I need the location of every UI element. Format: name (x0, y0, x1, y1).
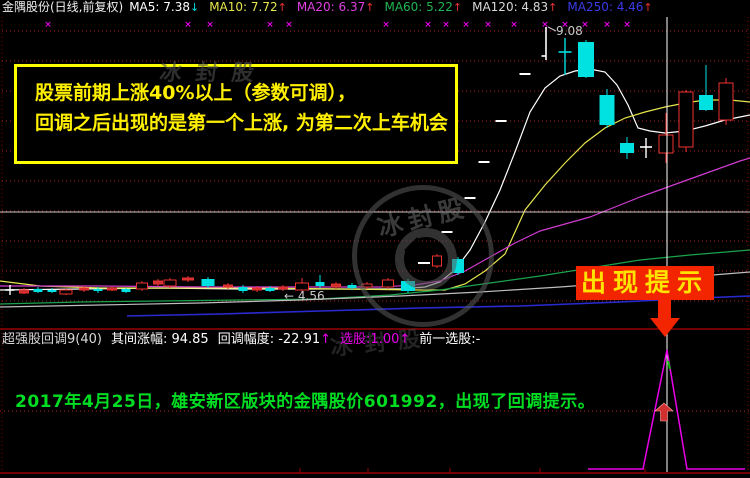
candle-down (699, 95, 713, 110)
indicator-arrow-icon: ↑ (399, 332, 411, 347)
indicator-stat: 选股:1.00↑ (340, 332, 411, 347)
ma-label: MA120: 4.83↑ (472, 0, 558, 14)
candle-down (33, 289, 43, 292)
signal-marker-x: × (581, 20, 589, 30)
candle-up (153, 280, 163, 285)
candle-down (599, 95, 615, 125)
bottom-note-text: 2017年4月25日，雄安新区版块的金隅股价601992，出现了回调提示。 (15, 392, 596, 412)
candle-up (107, 287, 117, 291)
signal-marker-x: × (206, 20, 214, 30)
ma-label: MA5: 7.38↓ (129, 0, 200, 14)
signal-marker-x: × (266, 20, 274, 30)
ma-line-ma60 (0, 249, 750, 305)
signal-marker-x: × (382, 20, 390, 30)
candle-up (361, 283, 373, 288)
signal-marker-x: × (442, 20, 450, 30)
candle-down (347, 285, 357, 288)
candle-down (401, 281, 415, 291)
chart-header-bar: 金隅股份(日线,前复权) MA5: 7.38↓ MA10: 7.72↑ MA20: … (0, 0, 750, 15)
indicator-stat: 其间涨幅: 94.85 (110, 332, 209, 347)
high-price-label: 9.08 (556, 24, 583, 38)
candle-up (432, 255, 442, 267)
candle-down (201, 279, 215, 286)
ma-trend-arrow-icon: ↑ (548, 1, 558, 14)
candle-down (93, 289, 103, 291)
ma-label: MA20: 6.37↑ (296, 0, 375, 14)
candle-up (718, 82, 734, 121)
signal-marker-x: × (541, 20, 549, 30)
ma-label: MA250: 4.46↑ (567, 0, 653, 14)
signal-marker-x: × (623, 20, 631, 30)
signal-marker-x: × (510, 20, 518, 30)
candle-up (223, 284, 233, 288)
signal-marker-x: × (424, 20, 432, 30)
indicator-stat: 超强股回调9(40) (2, 332, 102, 347)
candle-down (238, 287, 248, 291)
candle-down (121, 289, 131, 292)
spike-green-tick (667, 360, 671, 370)
alert-down-arrow-head (650, 318, 680, 337)
candle-up (295, 282, 309, 291)
indicator-stat: 前一选股:- (419, 332, 481, 347)
ma-line-ma20 (0, 157, 750, 288)
high-pointer-line (547, 26, 557, 32)
annotation-box: 股票前期上涨40%以上（参数可调）， 回调之后出现的是第一个上涨, 为第二次上车… (14, 64, 458, 164)
candle-up (59, 289, 73, 295)
candle-down (315, 282, 325, 286)
candle-up (79, 287, 89, 291)
ma-trend-arrow-icon: ↑ (277, 1, 287, 14)
signal-marker-x: × (285, 20, 293, 30)
stock-title: 金隅股份(日线,前复权) (2, 0, 124, 14)
candle-up (658, 134, 674, 154)
candle-down (47, 290, 57, 292)
candle-up (19, 289, 29, 294)
signal-marker-x: × (561, 20, 569, 30)
annotation-line-1: 股票前期上涨40%以上（参数可调）， (35, 82, 356, 104)
signal-marker-x: × (462, 20, 470, 30)
ma-trend-arrow-icon: ↑ (365, 1, 375, 14)
ma-label: MA60: 5.22↑ (384, 0, 463, 14)
candle-up (382, 279, 394, 288)
candle-down (578, 42, 594, 77)
candle-up (136, 282, 148, 290)
candle-up (678, 91, 694, 148)
ma-trend-arrow-icon: ↑ (452, 1, 463, 14)
spike-up-arrow-icon (654, 402, 674, 422)
indicator-stat: 回调幅度: -22.91↑ (217, 332, 332, 347)
ma-trend-arrow-icon: ↑ (643, 1, 653, 14)
alert-signal-box: 出现提示 (576, 266, 714, 300)
annotation-line-2: 回调之后出现的是第一个上涨, 为第二次上车机会 (35, 112, 448, 134)
signal-marker-x: × (484, 20, 492, 30)
candle-up (252, 287, 262, 291)
candle-up (331, 283, 341, 288)
ma-trend-arrow-icon: ↓ (189, 1, 200, 14)
candle-up (182, 277, 194, 281)
signal-marker-x: × (184, 20, 192, 30)
candle-up (163, 279, 177, 287)
ma-label: MA10: 7.72↑ (209, 0, 287, 14)
indicator-arrow-icon: ↑ (320, 332, 332, 347)
signal-spike (588, 349, 745, 470)
candle-up (278, 286, 288, 290)
signal-marker-x: × (603, 20, 611, 30)
candle-down (452, 259, 464, 273)
alert-down-arrow-shaft (658, 300, 671, 318)
candle-down (265, 288, 275, 291)
signal-marker-x: × (44, 20, 52, 30)
indicator-header-bar: 超强股回调9(40) 其间涨幅: 94.85 回调幅度: -22.91↑ 选股:1.0… (2, 331, 748, 348)
ma-line-ma10 (0, 99, 750, 291)
low-price-label: ← 4.56 (284, 289, 325, 303)
candle-down (620, 143, 634, 153)
ma-labels: MA5: 7.38↓ MA10: 7.72↑ MA20: 6.37↑ MA60: 5.… (129, 0, 662, 15)
